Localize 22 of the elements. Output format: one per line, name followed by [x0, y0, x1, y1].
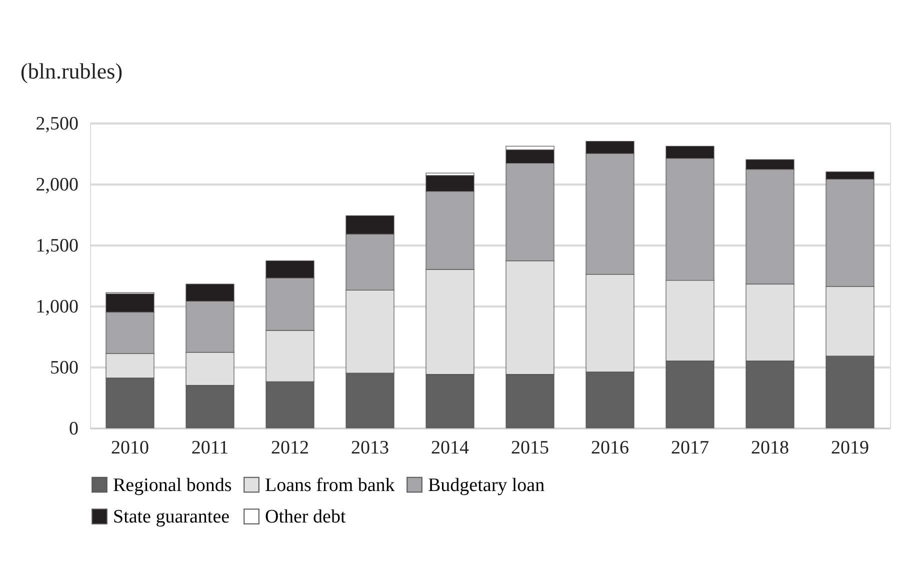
- x-tick-label: 2019: [831, 438, 869, 458]
- legend-label: Loans from bank: [265, 474, 396, 496]
- y-tick-label: 1,500: [36, 236, 78, 256]
- legend-label: Regional bonds: [113, 474, 232, 496]
- y-tick-label: 0: [69, 418, 78, 440]
- x-tick-label: 2016: [591, 438, 629, 458]
- x-tick-label: 2010: [111, 438, 149, 458]
- y-tick-label: 1,000: [36, 296, 78, 318]
- legend-label: State guarantee: [113, 506, 230, 528]
- x-tick-label: 2011: [191, 438, 229, 458]
- x-tick-label: 2018: [751, 438, 789, 458]
- x-tick-label: 2012: [271, 438, 309, 458]
- y-tick-label: 2,000: [36, 174, 78, 196]
- x-tick-label: 2013: [351, 438, 389, 458]
- x-tick-label: 2017: [671, 438, 709, 458]
- y-tick-label: 2,500: [36, 114, 78, 134]
- legend-label: Budgetary loan: [428, 474, 546, 496]
- legend-label: Other debt: [265, 506, 346, 528]
- y-axis-title: (bln.rubles): [20, 58, 123, 84]
- x-tick-label: 2015: [511, 438, 549, 458]
- y-tick-label: 500: [50, 358, 78, 378]
- x-tick-label: 2014: [431, 438, 470, 458]
